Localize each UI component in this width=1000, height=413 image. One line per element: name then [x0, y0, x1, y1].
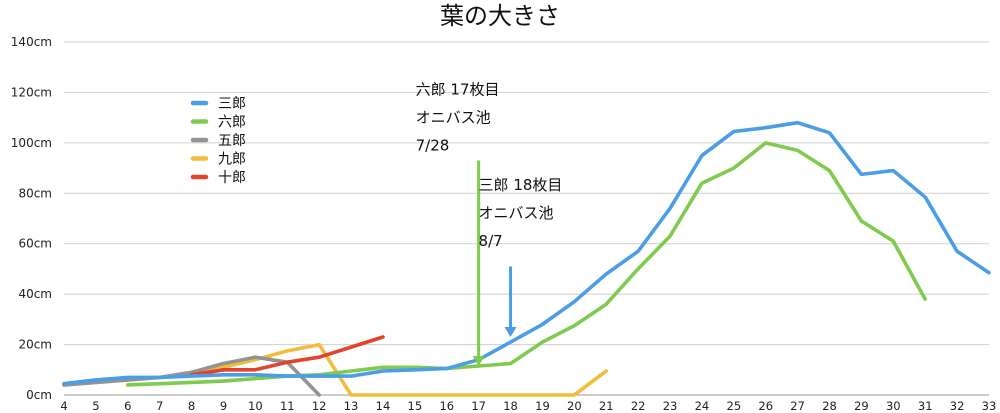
x-tick-label: 4 — [60, 399, 67, 413]
series-line-1 — [62, 120, 991, 386]
legend-label: 五郎 — [218, 133, 246, 149]
x-tick-label: 31 — [918, 399, 933, 413]
x-tick-label: 7 — [156, 399, 163, 413]
grid-lines — [64, 41, 989, 396]
x-tick-label: 20 — [567, 399, 582, 413]
x-tick-label: 14 — [376, 399, 391, 413]
x-tick-label: 22 — [631, 399, 646, 413]
series-line-2 — [126, 141, 928, 387]
legend-label: 九郎 — [218, 152, 246, 168]
x-tick-label: 5 — [92, 399, 99, 413]
y-tick-label: 0cm — [26, 388, 52, 402]
x-tick-label: 29 — [854, 399, 869, 413]
x-tick-label: 13 — [344, 399, 359, 413]
legend-label: 十郎 — [218, 170, 246, 186]
annotation-text-line: オニバス池 — [479, 204, 554, 222]
y-tick-label: 80cm — [18, 186, 52, 200]
series-line-5 — [189, 335, 385, 377]
annotation-arrow-head — [472, 356, 485, 367]
x-tick-label: 30 — [886, 399, 901, 413]
x-tick-label: 19 — [535, 399, 550, 413]
x-tick-label: 11 — [280, 399, 295, 413]
x-tick-label: 9 — [220, 399, 227, 413]
annotation-text-line: 7/28 — [416, 136, 450, 154]
x-tick-label: 26 — [758, 399, 773, 413]
y-tick-label: 40cm — [18, 287, 52, 301]
x-tick-label: 32 — [950, 399, 965, 413]
x-tick-label: 16 — [439, 399, 454, 413]
series-line-3 — [62, 355, 322, 397]
x-tick-label: 18 — [503, 399, 518, 413]
y-tick-label: 140cm — [11, 35, 52, 49]
x-tick-label: 12 — [312, 399, 327, 413]
y-tick-label: 20cm — [18, 338, 52, 352]
annotation-text-line: 三郎 18枚目 — [479, 176, 563, 194]
x-tick-label: 33 — [982, 399, 997, 413]
chart-title: 葉の大きさ — [440, 2, 560, 30]
x-tick-label: 27 — [790, 399, 805, 413]
legend-label: 六郎 — [218, 115, 246, 131]
x-tick-label: 25 — [727, 399, 742, 413]
x-tick-label: 17 — [471, 399, 486, 413]
x-tick-label: 21 — [599, 399, 614, 413]
y-tick-label: 60cm — [18, 237, 52, 251]
series-lines — [62, 120, 991, 397]
annotation-text-line: オニバス池 — [416, 108, 491, 126]
x-tick-label: 23 — [663, 399, 678, 413]
x-tick-label: 28 — [822, 399, 837, 413]
x-tick-label: 10 — [248, 399, 263, 413]
x-tick-label: 6 — [124, 399, 131, 413]
x-tick-label: 15 — [408, 399, 423, 413]
x-axis-tick-labels: 4 5 6 7 8 9 10 11 12 13 14 15 16 17 18 19 20 21 22 23 24 25 26… — [60, 399, 996, 413]
y-tick-label: 120cm — [11, 85, 52, 99]
legend-label: 三郎 — [218, 96, 246, 112]
annotation-text-line: 8/7 — [479, 232, 503, 250]
y-tick-label: 100cm — [11, 136, 52, 150]
x-tick-label: 24 — [695, 399, 710, 413]
x-tick-label: 8 — [188, 399, 195, 413]
annotation-arrow-head — [504, 327, 517, 338]
y-axis-tick-labels: 0cm 20cm 40cm 60cm 80cm 100cm 120cm 140cm — [11, 35, 52, 402]
annotation-text-line: 六郎 17枚目 — [416, 80, 500, 98]
